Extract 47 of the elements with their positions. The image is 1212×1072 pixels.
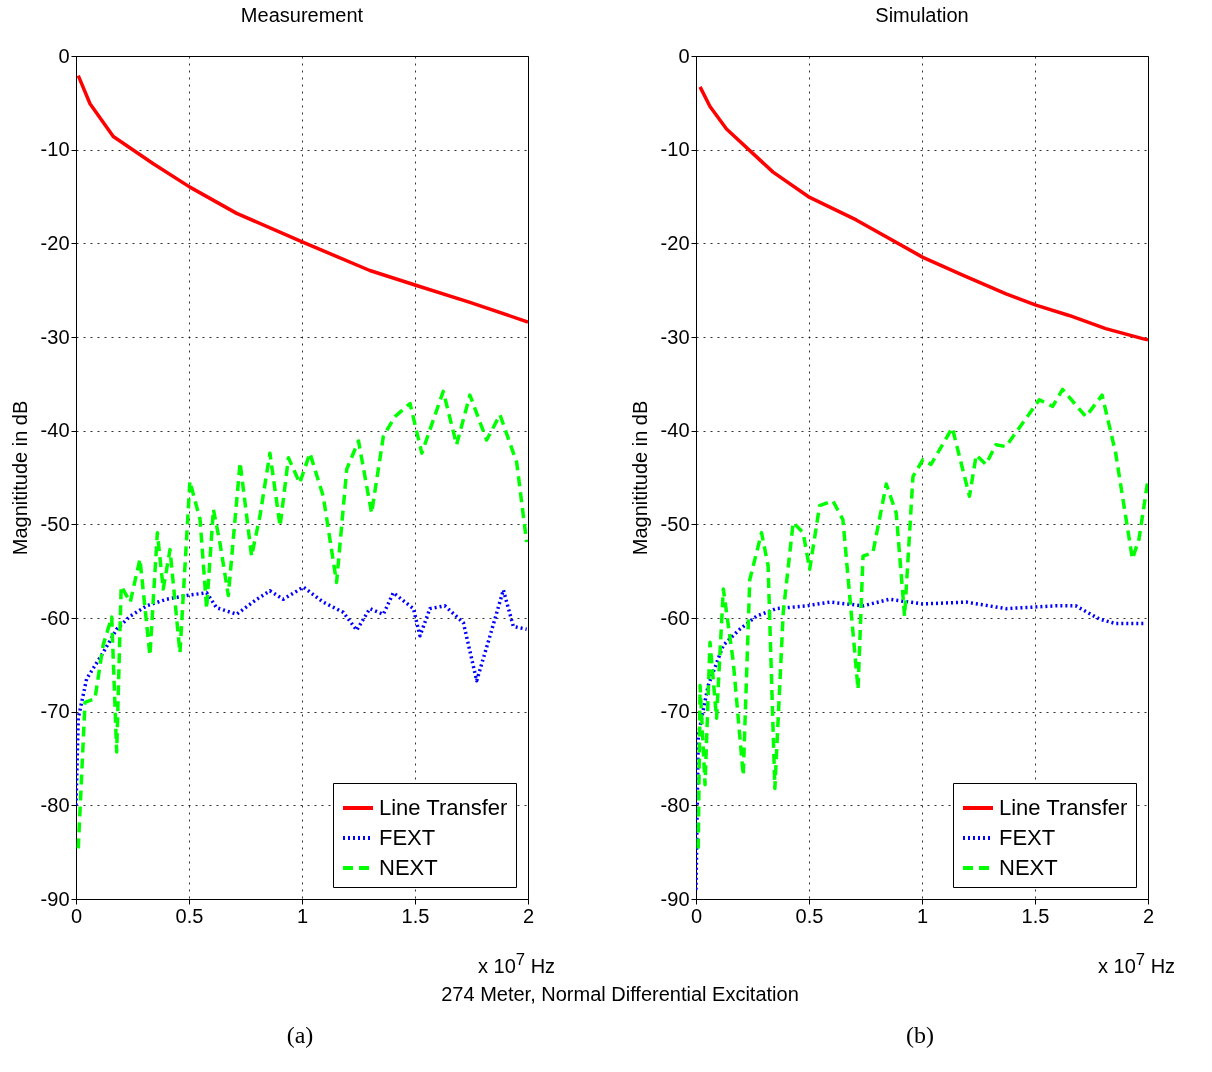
x-tick-label: 0.5 bbox=[795, 904, 824, 927]
y-tick-label: -90 bbox=[40, 887, 70, 910]
line-series bbox=[696, 387, 1148, 851]
y-tick-label: -30 bbox=[660, 325, 690, 348]
x-tick-label: 1 bbox=[916, 904, 929, 927]
x-axis-title: x 10$^{7}$ Hz bbox=[478, 950, 556, 978]
y-tick-label: -40 bbox=[40, 419, 70, 442]
y-tick-label: -20 bbox=[40, 231, 70, 254]
x-tick-label: 2 bbox=[1142, 904, 1155, 927]
legend-label: Line Transfer bbox=[379, 795, 508, 820]
chart-title: Measurement bbox=[240, 4, 364, 26]
y-tick-label: -50 bbox=[40, 512, 70, 535]
text: (a) bbox=[285, 1022, 315, 1049]
legend-label: NEXT bbox=[379, 855, 438, 880]
y-tick-label: -80 bbox=[40, 793, 70, 816]
y-tick-label: -90 bbox=[660, 887, 690, 910]
x-tick-label: 1.5 bbox=[401, 904, 430, 927]
line-series bbox=[698, 85, 1148, 342]
text: 274 Meter, Normal Differential Excitation bbox=[440, 983, 800, 1006]
line-series bbox=[76, 389, 528, 851]
text: (b) bbox=[905, 1022, 935, 1049]
y-tick-label: 0 bbox=[58, 44, 70, 67]
y-tick-label: -40 bbox=[660, 419, 690, 442]
y-tick-label: -10 bbox=[660, 138, 690, 161]
y-tick-label: -60 bbox=[660, 606, 690, 629]
y-tick-label: -50 bbox=[660, 512, 690, 535]
y-tick-label: -60 bbox=[40, 606, 70, 629]
x-tick-label: 0.5 bbox=[175, 904, 204, 927]
x-tick-label: 1.5 bbox=[1021, 904, 1050, 927]
x-tick-label: 1 bbox=[296, 904, 309, 927]
x-axis-title: x 10$^{7}$ Hz bbox=[1098, 950, 1176, 978]
y-tick-label: -20 bbox=[660, 231, 690, 254]
legend-label: FEXT bbox=[379, 825, 436, 850]
y-tick-label: 0 bbox=[678, 44, 690, 67]
x-tick-label: 2 bbox=[522, 904, 535, 927]
y-axis-title: Magnititude in dB bbox=[628, 400, 651, 556]
line-series bbox=[76, 73, 528, 324]
legend-label: Line Transfer bbox=[999, 795, 1128, 820]
legend-label: NEXT bbox=[999, 855, 1058, 880]
y-tick-label: -80 bbox=[660, 793, 690, 816]
y-axis-title: Magnititude in dB bbox=[8, 400, 31, 556]
legend-label: FEXT bbox=[999, 825, 1056, 850]
y-tick-label: -70 bbox=[40, 700, 70, 723]
y-tick-label: -30 bbox=[40, 325, 70, 348]
chart-title: Simulation bbox=[875, 4, 969, 26]
y-tick-label: -10 bbox=[40, 138, 70, 161]
y-tick-label: -70 bbox=[660, 700, 690, 723]
